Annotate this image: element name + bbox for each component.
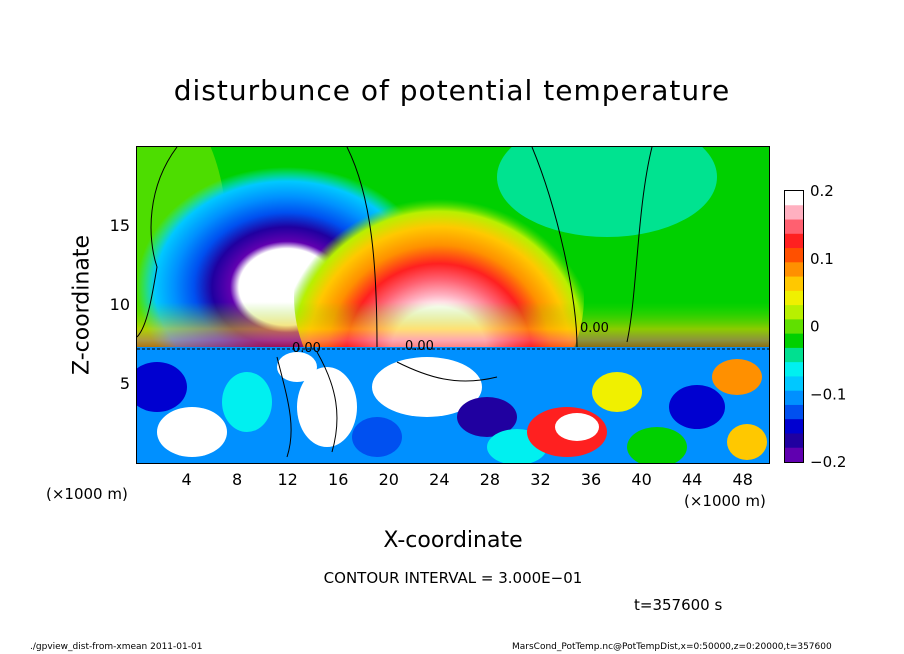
colorbar-swatch	[785, 233, 803, 249]
colorbar-swatch	[785, 376, 803, 392]
contour-labels-right: 0.00	[580, 321, 609, 336]
plot-area	[136, 146, 770, 464]
y-axis-label: Z-coordinate	[69, 235, 95, 375]
x-tick-label: 36	[581, 470, 601, 489]
x-tick-label: 40	[631, 470, 651, 489]
x-tick-label: 12	[278, 470, 298, 489]
footer-right: MarsCond_PotTemp.nc@PotTempDist,x=0:5000…	[512, 642, 832, 652]
y-tick-label: 5	[120, 374, 130, 393]
x-tick-label: 4	[181, 470, 191, 489]
colorbar-swatch	[785, 333, 803, 349]
heatmap-field	[137, 147, 769, 463]
colorbar-swatch	[785, 248, 803, 263]
x-tick-label: 28	[480, 470, 500, 489]
x-tick-label: 24	[429, 470, 449, 489]
y-axis-ticks: 5 10 15	[110, 216, 130, 393]
colorbar-label: 0.1	[810, 250, 834, 268]
x-tick-label: 48	[733, 470, 753, 489]
colorbar-swatch	[785, 191, 803, 206]
time-stamp: t=357600 s	[634, 596, 723, 614]
colorbar-swatch	[785, 262, 803, 278]
colorbar-swatch	[785, 433, 803, 449]
chart-title: disturbunce of potential temperature	[173, 74, 731, 107]
contour-label: 0.00	[405, 339, 434, 354]
colorbar-swatch	[785, 319, 803, 335]
x-tick-label: 20	[379, 470, 399, 489]
colorbar-swatches	[785, 191, 803, 463]
colorbar-label: −0.1	[810, 385, 846, 403]
colorbar	[784, 190, 804, 463]
y-tick-label: 10	[110, 295, 130, 314]
colorbar-swatch	[785, 362, 803, 377]
y-tick-label: 15	[110, 216, 130, 235]
colorbar-label: 0.2	[810, 182, 834, 200]
contour-label: 0.00	[292, 341, 321, 356]
colorbar-label: 0	[810, 318, 820, 336]
contour-lines	[137, 147, 769, 458]
x-tick-label: 16	[328, 470, 348, 489]
contour-labels: 0.00 0.00	[292, 339, 434, 356]
contour-label: 0.00	[580, 321, 609, 336]
colorbar-swatch	[785, 347, 803, 363]
convective-blobs	[137, 352, 767, 463]
x-axis-label: X-coordinate	[383, 528, 523, 553]
colorbar-swatch	[785, 404, 803, 420]
colorbar-swatch	[785, 276, 803, 292]
colorbar-swatch	[785, 305, 803, 320]
colorbar-labels: 0.2 0.1 0 −0.1 −0.2	[810, 182, 846, 471]
x-tick-label: 8	[232, 470, 242, 489]
x-axis-unit: (×1000 m)	[684, 492, 766, 510]
x-tick-label: 32	[530, 470, 550, 489]
y-axis-unit: (×1000 m)	[46, 485, 128, 503]
colorbar-swatch	[785, 419, 803, 434]
colorbar-swatch	[785, 447, 803, 463]
colorbar-swatch	[785, 290, 803, 306]
colorbar-swatch	[785, 219, 803, 235]
colorbar-swatch	[785, 205, 803, 221]
colorbar-label: −0.2	[810, 453, 846, 471]
x-axis-ticks: 4 8 12 16 20 24 28 32 36 40 44 48	[181, 470, 753, 489]
x-tick-label: 44	[682, 470, 702, 489]
footer-left: ./gpview_dist-from-xmean 2011-01-01	[30, 642, 203, 652]
colorbar-swatch	[785, 390, 803, 406]
contour-interval: CONTOUR INTERVAL = 3.000E−01	[323, 569, 583, 587]
